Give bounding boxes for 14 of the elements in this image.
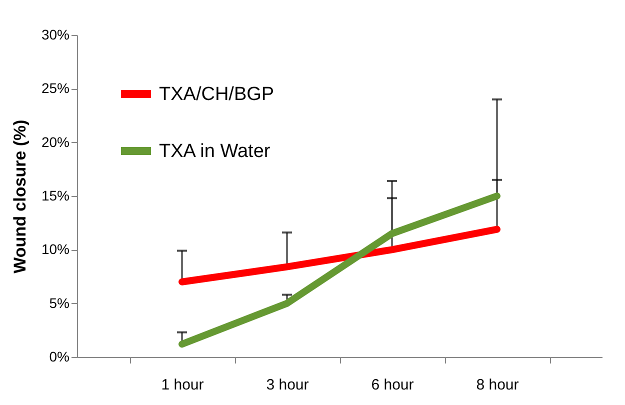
y-tick-label: 20% bbox=[41, 134, 70, 150]
y-tick-label: 30% bbox=[41, 26, 70, 42]
x-tick-label: 6 hour bbox=[371, 376, 414, 394]
y-tick-label: 25% bbox=[41, 80, 70, 96]
legend-label: TXA in Water bbox=[159, 141, 271, 162]
x-tick-label: 1 hour bbox=[161, 376, 204, 394]
y-tick-label: 10% bbox=[41, 241, 70, 258]
legend-label: TXA/CH/BGP bbox=[159, 84, 274, 105]
x-tick-label: 8 hour bbox=[476, 376, 519, 394]
y-tick-label: 0% bbox=[49, 348, 70, 364]
y-axis-title: Wound closure (%) bbox=[10, 120, 30, 274]
y-tick-label: 15% bbox=[41, 188, 70, 204]
x-tick-label: 3 hour bbox=[266, 376, 309, 394]
y-tick-label: 5% bbox=[49, 294, 70, 311]
